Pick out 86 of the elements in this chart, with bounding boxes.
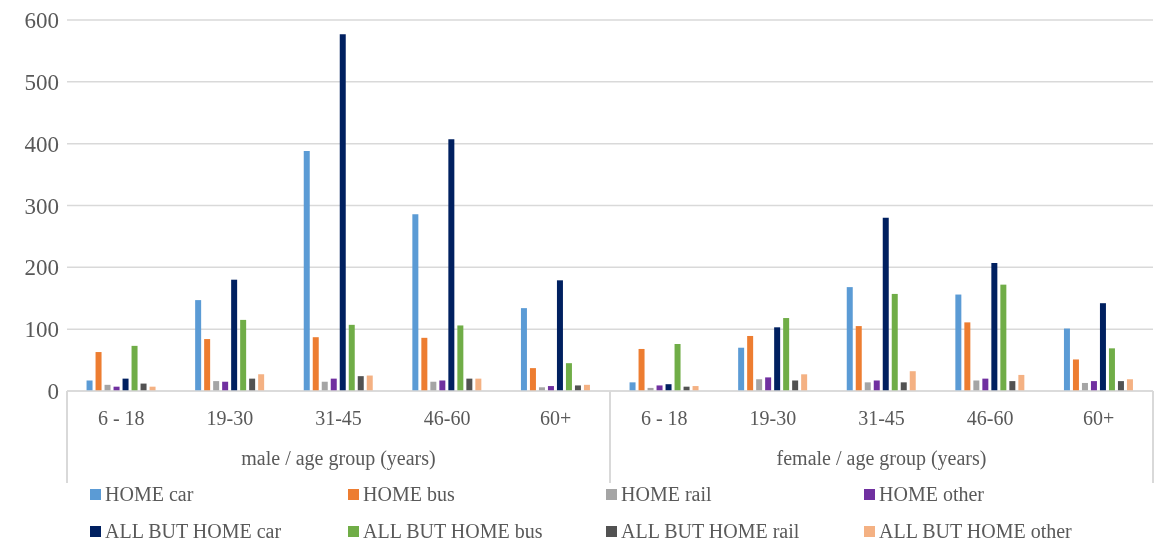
x-tick-label: 60+	[1083, 407, 1115, 430]
bar	[774, 327, 781, 391]
x-tick-label: 31-45	[315, 407, 362, 430]
bar	[991, 263, 998, 391]
x-tick-label: 19-30	[749, 407, 797, 430]
bar	[412, 214, 419, 391]
bar	[258, 374, 265, 391]
bar	[520, 308, 527, 391]
bar	[846, 287, 853, 391]
bar	[1072, 359, 1079, 391]
bar	[303, 151, 310, 391]
bar	[1009, 381, 1016, 391]
bar	[765, 377, 772, 391]
bar	[529, 368, 536, 391]
bar	[1117, 381, 1124, 391]
bar	[674, 344, 681, 391]
x-tick-label: 31-45	[858, 407, 905, 430]
bar	[891, 293, 898, 391]
bar	[348, 324, 355, 391]
bar	[95, 352, 102, 391]
bar	[656, 385, 663, 391]
bar	[195, 300, 202, 391]
bar	[86, 380, 93, 391]
bar	[439, 380, 446, 391]
y-tick-label: 100	[24, 317, 59, 343]
y-tick-label: 400	[24, 131, 59, 157]
bar	[1000, 284, 1007, 391]
bar	[738, 347, 745, 391]
bar	[801, 374, 808, 391]
bar	[448, 139, 455, 391]
legend-label: ALL BUT HOME other	[879, 520, 1072, 543]
bar	[955, 294, 962, 391]
bar	[357, 376, 364, 391]
bar	[556, 280, 563, 391]
bar	[747, 335, 754, 391]
legend-label: HOME bus	[363, 483, 455, 506]
y-tick-label: 200	[24, 255, 59, 281]
bar	[240, 319, 247, 391]
text: male / age group (years)	[240, 447, 437, 470]
bar	[964, 322, 971, 391]
legend-label: ALL BUT HOME car	[105, 520, 282, 543]
bar	[1099, 303, 1106, 391]
bar	[638, 348, 645, 391]
bar	[783, 318, 790, 391]
x-tick-label: 46-60	[966, 407, 1014, 430]
x-tick-label: 46-60	[423, 407, 471, 430]
text: female / age group (years)	[775, 447, 988, 470]
bar	[873, 380, 880, 391]
legend-label: ALL BUT HOME rail	[621, 520, 800, 543]
bar	[1063, 328, 1070, 391]
bar	[855, 326, 862, 391]
legend-label: HOME rail	[621, 483, 712, 506]
x-tick-label: 19-30	[206, 407, 254, 430]
bar	[421, 337, 428, 391]
bar	[864, 382, 871, 391]
bar	[565, 363, 572, 391]
bar	[1090, 381, 1097, 391]
bar	[909, 371, 916, 391]
y-tick-label: 600	[24, 8, 59, 34]
bar	[574, 385, 581, 391]
x-tick-label: 6 - 18	[640, 407, 688, 430]
bar	[204, 339, 211, 391]
bar	[457, 325, 464, 391]
bar	[1018, 374, 1025, 391]
bar	[792, 380, 799, 391]
x-tick-label: 60+	[540, 407, 572, 430]
legend-label: HOME other	[879, 483, 984, 506]
bar	[629, 382, 636, 391]
bar	[1108, 348, 1115, 391]
bar	[131, 345, 138, 391]
bar	[213, 381, 220, 391]
bar	[366, 375, 373, 391]
bar	[973, 380, 980, 391]
bar	[1126, 379, 1133, 391]
legend-label: ALL BUT HOME bus	[363, 520, 543, 543]
bar	[882, 217, 889, 391]
x-tick-label: 6 - 18	[97, 407, 145, 430]
bar	[900, 382, 907, 391]
y-tick-label: 500	[24, 70, 59, 95]
legend-label: HOME car	[105, 483, 194, 506]
y-tick-label: 0	[47, 379, 59, 405]
bar	[756, 379, 763, 391]
bar	[231, 279, 238, 391]
bar	[339, 34, 346, 391]
y-tick-label: 300	[24, 193, 59, 219]
bar	[312, 337, 319, 391]
